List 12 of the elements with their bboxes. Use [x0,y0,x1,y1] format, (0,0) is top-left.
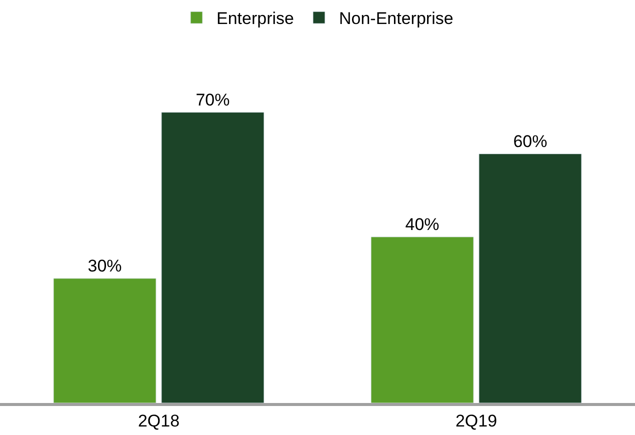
data-label: 70% [196,90,230,110]
data-label: 30% [88,256,122,276]
x-tick-label: 2Q18 [138,411,180,430]
bar [478,154,582,403]
bar [53,278,156,403]
x-tick-label: 2Q19 [455,411,498,430]
legend-label: Non-Enterprise [338,9,454,28]
bar [161,112,264,403]
data-label: 60% [513,132,548,151]
bar [370,236,474,403]
legend-label: Enterprise [216,9,294,28]
data-label: 40% [405,214,440,234]
